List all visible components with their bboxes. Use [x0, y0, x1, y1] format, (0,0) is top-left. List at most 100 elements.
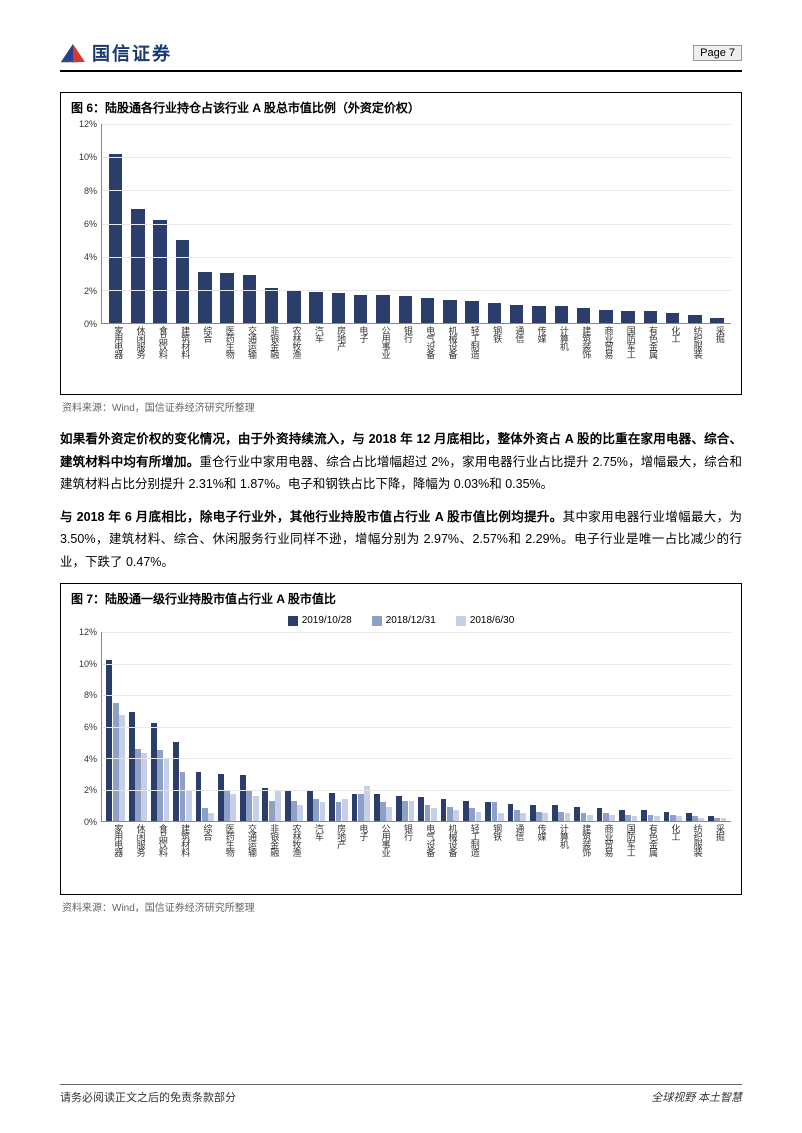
y-tick: 12% [79, 627, 97, 637]
bar [688, 315, 701, 323]
x-label: 机械设备 [440, 323, 459, 358]
grid-line [102, 632, 731, 633]
company-logo: GUOSEN 国信证券 [60, 40, 172, 66]
legend-swatch [456, 616, 466, 626]
x-label: 休闲服务 [128, 821, 147, 856]
x-label: 银行 [396, 323, 415, 358]
x-label: 建筑材料 [173, 821, 192, 856]
bar [621, 311, 634, 323]
legend-swatch [372, 616, 382, 626]
bar [498, 813, 504, 821]
bar [129, 712, 135, 821]
bar [376, 295, 389, 323]
bar [106, 660, 112, 821]
bar [329, 793, 335, 821]
bar [469, 808, 475, 821]
bar [109, 154, 122, 323]
x-label: 家用电器 [106, 821, 125, 856]
y-tick: 10% [79, 152, 97, 162]
bar [332, 293, 345, 323]
grid-line [102, 727, 731, 728]
bar [574, 807, 580, 821]
bar [542, 813, 548, 821]
legend-swatch [288, 616, 298, 626]
bar [492, 802, 498, 821]
grid-line [102, 790, 731, 791]
plot-area: 家用电器休闲服务食品饮料建筑材料综合医药生物交通运输非银金融农林牧渔汽车房地产电… [101, 632, 731, 822]
x-label: 化工 [663, 323, 682, 358]
bar [358, 794, 364, 821]
bar [453, 810, 459, 821]
page-footer: 请务必阅读正文之后的免责条款部分 全球视野 本土智慧 [60, 1084, 742, 1105]
bar [597, 808, 603, 821]
bar [664, 812, 670, 821]
x-label: 钢铁 [485, 323, 504, 358]
bar [421, 298, 434, 323]
bar [603, 813, 609, 821]
grid-line [102, 190, 731, 191]
plot-area: 家用电器休闲服务食品饮料建筑材料综合医药生物交通运输非银金融农林牧渔汽车房地产电… [101, 124, 731, 324]
x-label: 电子 [351, 821, 370, 856]
grid-line [102, 224, 731, 225]
bar [581, 813, 587, 821]
bar [218, 774, 224, 821]
y-axis: 0%2%4%6%8%10%12% [73, 124, 99, 324]
bar [396, 796, 402, 821]
bar [644, 311, 657, 323]
bar [463, 801, 469, 821]
x-label: 采掘 [708, 323, 727, 358]
bar [285, 790, 291, 822]
logo-icon: GUOSEN [60, 42, 86, 64]
bar [409, 801, 415, 821]
legend-item: 2018/12/31 [372, 615, 436, 626]
bar [309, 292, 322, 324]
bar [441, 799, 447, 821]
bar [230, 794, 236, 821]
grid-line [102, 257, 731, 258]
x-label: 计算机 [552, 821, 571, 856]
x-labels: 家用电器休闲服务食品饮料建筑材料综合医药生物交通运输非银金融农林牧渔汽车房地产电… [106, 323, 727, 358]
bar [336, 802, 342, 821]
bar [520, 813, 526, 821]
bar [186, 790, 192, 822]
bar [220, 273, 233, 323]
bar [141, 753, 147, 821]
x-label: 有色金属 [641, 821, 660, 856]
x-label: 食品饮料 [151, 323, 170, 358]
x-label: 化工 [663, 821, 682, 856]
bar [196, 772, 202, 821]
y-tick: 2% [84, 286, 97, 296]
x-label: 商业贸易 [596, 821, 615, 856]
footer-disclaimer: 请务必阅读正文之后的免责条款部分 [60, 1089, 236, 1105]
grid-line [102, 758, 731, 759]
company-name: 国信证券 [92, 40, 172, 66]
y-tick: 6% [84, 722, 97, 732]
x-label: 采掘 [708, 821, 727, 856]
x-label: 银行 [396, 821, 415, 856]
y-tick: 2% [84, 785, 97, 795]
legend-label: 2019/10/28 [302, 615, 352, 626]
legend-item: 2018/6/30 [456, 615, 515, 626]
grid-line [102, 157, 731, 158]
x-label: 有色金属 [641, 323, 660, 358]
x-label: 国防军工 [618, 821, 637, 856]
x-label: 纺织服装 [685, 821, 704, 856]
bar [577, 308, 590, 323]
x-label: 机械设备 [440, 821, 459, 856]
bar [532, 306, 545, 323]
bar [246, 790, 252, 822]
page-header: GUOSEN 国信证券 Page 7 [60, 40, 742, 72]
x-label: 公用事业 [373, 821, 392, 856]
bar [666, 313, 679, 323]
x-label: 轻工制造 [463, 821, 482, 856]
y-tick: 12% [79, 119, 97, 129]
bar [265, 288, 278, 323]
bar [198, 272, 211, 323]
figure-7-title: 图 7：陆股通一级行业持股市值占行业 A 股市值比 [71, 590, 731, 607]
bar [488, 303, 501, 323]
bar [536, 812, 542, 821]
bar [342, 799, 348, 821]
bar [418, 797, 424, 821]
bar [240, 775, 246, 821]
bar [320, 802, 326, 821]
